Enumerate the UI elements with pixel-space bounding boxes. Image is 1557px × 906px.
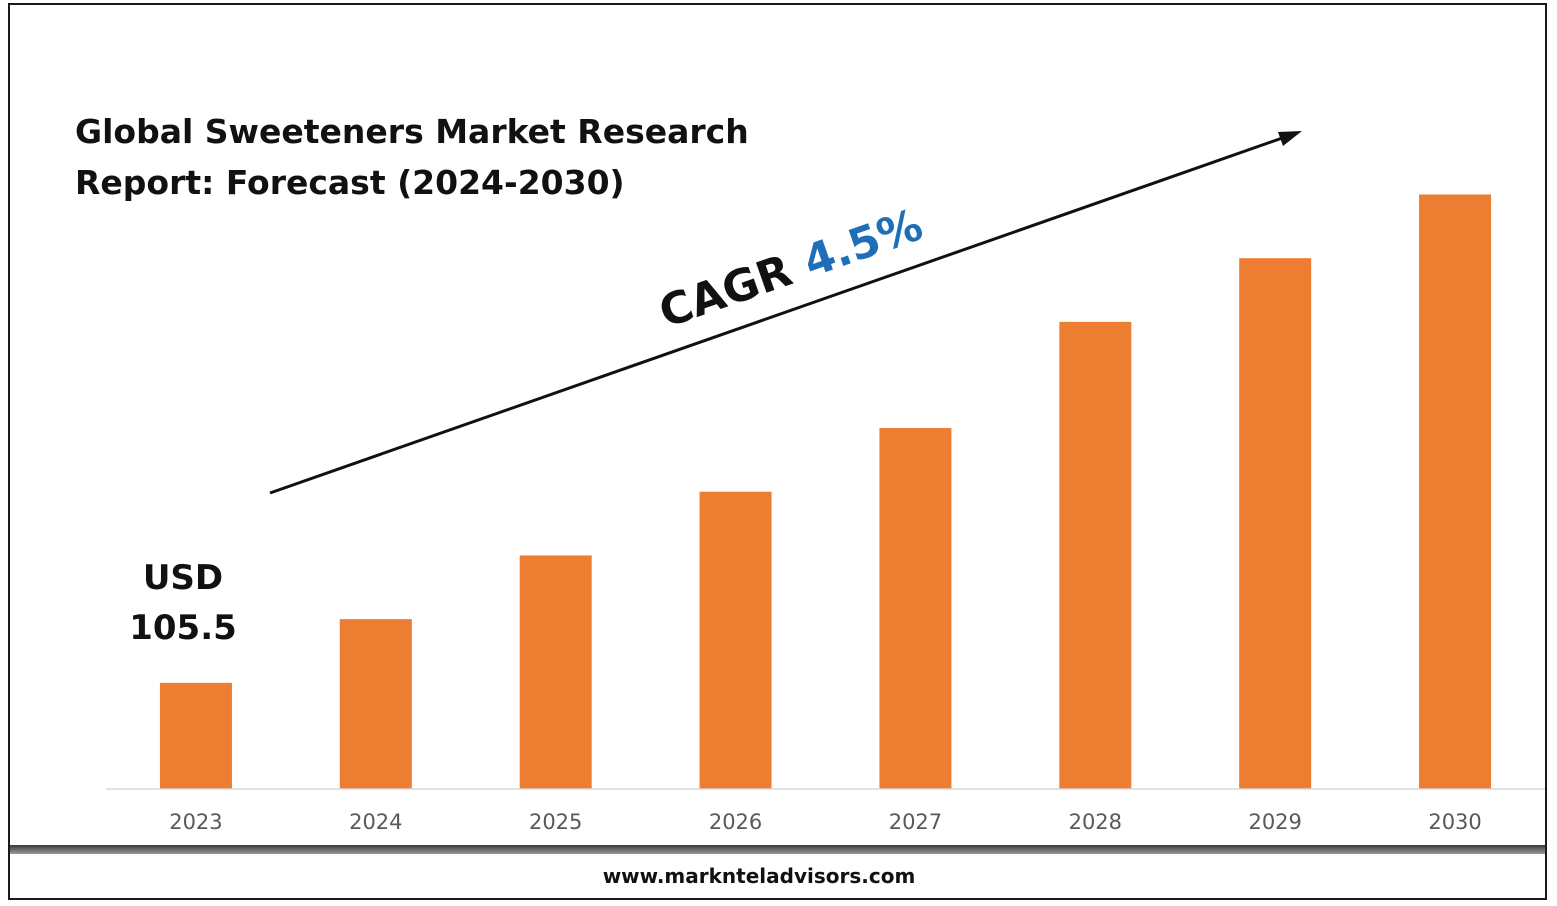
x-tick-label-2030: 2030 (1428, 810, 1481, 834)
bar-2030 (1419, 194, 1492, 789)
x-tick-label-2027: 2027 (889, 810, 942, 834)
bar-2028 (1059, 321, 1132, 789)
footer-divider (10, 845, 1545, 854)
x-tick-label-2028: 2028 (1069, 810, 1122, 834)
chart-title-line-2: Report: Forecast (2024-2030) (75, 163, 625, 202)
first-value-label-line-2: 105.5 (129, 608, 237, 648)
bar-2029 (1239, 258, 1312, 790)
x-tick-label-2029: 2029 (1248, 810, 1301, 834)
cagr-annotation: CAGR 4.5% (653, 199, 929, 338)
first-value-label-line-1: USD (143, 558, 223, 598)
svg-text:CAGR 4.5%: CAGR 4.5% (653, 199, 929, 338)
bar-series (159, 194, 1492, 790)
bar-2025 (519, 555, 592, 789)
cagr-trend-arrow-line (269, 134, 1289, 495)
x-tick-label-2024: 2024 (349, 810, 402, 834)
bar-2027 (879, 428, 952, 789)
footer-website-url: www.marknteladvisors.com (603, 864, 916, 888)
x-axis-ticks: 2023 2024 2025 2026 2027 2028 2029 2030 (169, 810, 1482, 834)
cagr-label: CAGR (653, 245, 799, 338)
arrowhead-icon (1278, 131, 1302, 146)
x-tick-label-2025: 2025 (529, 810, 582, 834)
bar-2024 (339, 619, 412, 789)
x-tick-label-2026: 2026 (709, 810, 762, 834)
cagr-value: 4.5% (797, 199, 929, 287)
chart-title-line-1: Global Sweeteners Market Research (75, 112, 749, 151)
bar-2026 (699, 491, 772, 789)
x-tick-label-2023: 2023 (169, 810, 222, 834)
bar-2023 (159, 682, 232, 789)
